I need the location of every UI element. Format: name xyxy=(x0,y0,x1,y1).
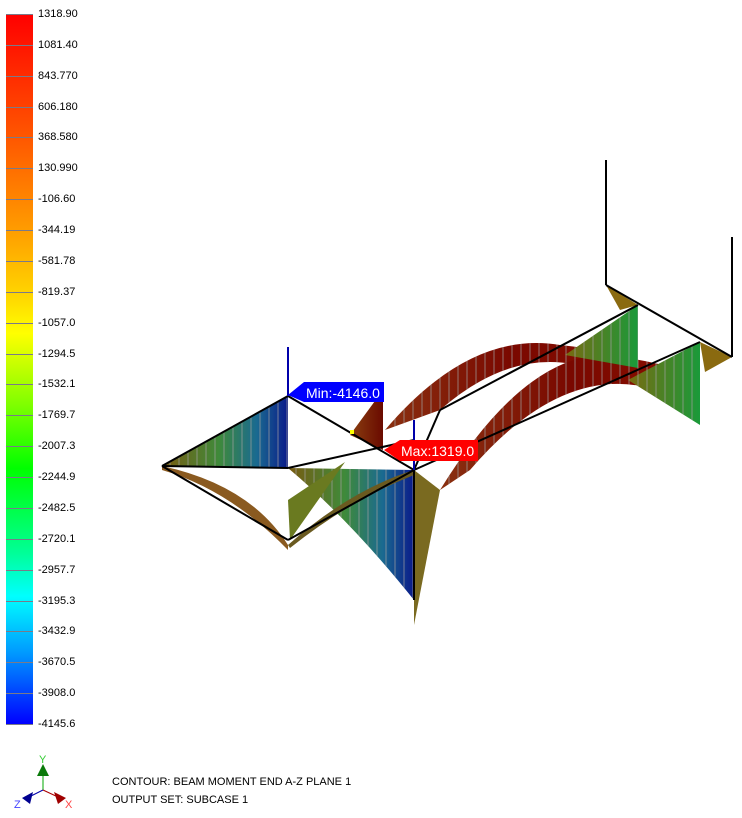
contour-legend-bar xyxy=(6,14,33,724)
min-label-bg xyxy=(288,382,384,402)
diagram-triangle xyxy=(288,462,345,540)
contour-info: CONTOUR: BEAM MOMENT END A-Z PLANE 1 xyxy=(112,776,352,788)
legend-label: 606.180 xyxy=(38,100,78,113)
legend-label: -1769.7 xyxy=(38,409,76,422)
legend-tick xyxy=(6,662,33,664)
min-marker: Min:-4146.0 xyxy=(288,382,384,402)
legend-tick xyxy=(6,260,33,262)
legend-tick xyxy=(6,446,33,448)
legend-label: -2482.5 xyxy=(38,501,76,514)
legend-tick xyxy=(6,384,33,386)
y-axis-label: Y xyxy=(39,754,47,766)
diagram-triangle xyxy=(606,285,638,310)
legend-tick xyxy=(6,507,33,509)
legend-label: -3670.5 xyxy=(38,656,76,669)
legend-label: -581.78 xyxy=(38,254,76,267)
diagram-triangle xyxy=(700,342,732,372)
legend-label: -1532.1 xyxy=(38,378,76,391)
legend-tick xyxy=(6,538,33,540)
legend-tick xyxy=(6,415,33,417)
z-axis-label: Z xyxy=(14,799,21,811)
legend-tick xyxy=(6,44,33,46)
legend-label: -4145.6 xyxy=(38,718,76,730)
x-axis-label: X xyxy=(65,799,73,811)
legend-tick xyxy=(6,477,33,479)
legend-tick xyxy=(6,569,33,571)
legend-tick xyxy=(6,724,33,725)
legend-tick xyxy=(6,600,33,602)
max-label: Max:1319.0 xyxy=(401,443,474,459)
legend-label: -3195.3 xyxy=(38,594,76,607)
legend-label: -1294.5 xyxy=(38,347,76,360)
legend-label: -1057.0 xyxy=(38,316,76,329)
max-label-bg xyxy=(384,440,478,461)
diagram-arch xyxy=(350,390,383,450)
legend-tick xyxy=(6,693,33,695)
legend-label: 843.770 xyxy=(38,69,78,82)
axis-triad: Y X Z xyxy=(14,754,73,811)
legend-tick xyxy=(6,199,33,201)
legend-label: -3908.0 xyxy=(38,687,76,700)
diagram-crescent xyxy=(162,466,288,550)
legend-label: -344.19 xyxy=(38,224,76,237)
legend-label: -106.60 xyxy=(38,193,76,206)
legend-tick xyxy=(6,322,33,324)
legend-label: 368.580 xyxy=(38,131,78,144)
output-set-info: OUTPUT SET: SUBCASE 1 xyxy=(112,794,249,806)
z-axis-arrow-icon xyxy=(22,792,33,804)
legend-tick xyxy=(6,230,33,232)
legend-label: 130.990 xyxy=(38,162,78,175)
legend-label: -2957.7 xyxy=(38,563,76,576)
diagram-triangle xyxy=(414,470,440,625)
legend-label: 1081.40 xyxy=(38,38,78,51)
legend-tick xyxy=(6,291,33,293)
legend-tick xyxy=(6,75,33,77)
legend-tick xyxy=(6,631,33,633)
x-axis-arrow-icon xyxy=(54,792,66,804)
legend-label: -2244.9 xyxy=(38,471,76,484)
legend-label: 1318.90 xyxy=(38,8,78,20)
legend-label: -3432.9 xyxy=(38,625,76,638)
y-axis-arrow-icon xyxy=(37,764,49,776)
legend-tick xyxy=(6,168,33,170)
legend-label: -2007.3 xyxy=(38,440,76,453)
legend-label: -2720.1 xyxy=(38,532,76,545)
legend-tick xyxy=(6,106,33,108)
legend-tick xyxy=(6,137,33,139)
legend-label: -819.37 xyxy=(38,285,76,298)
legend-tick xyxy=(6,353,33,355)
legend-tick xyxy=(6,14,33,15)
min-label: Min:-4146.0 xyxy=(306,385,380,401)
node-marker xyxy=(350,430,354,434)
max-marker: Max:1319.0 xyxy=(384,440,478,461)
